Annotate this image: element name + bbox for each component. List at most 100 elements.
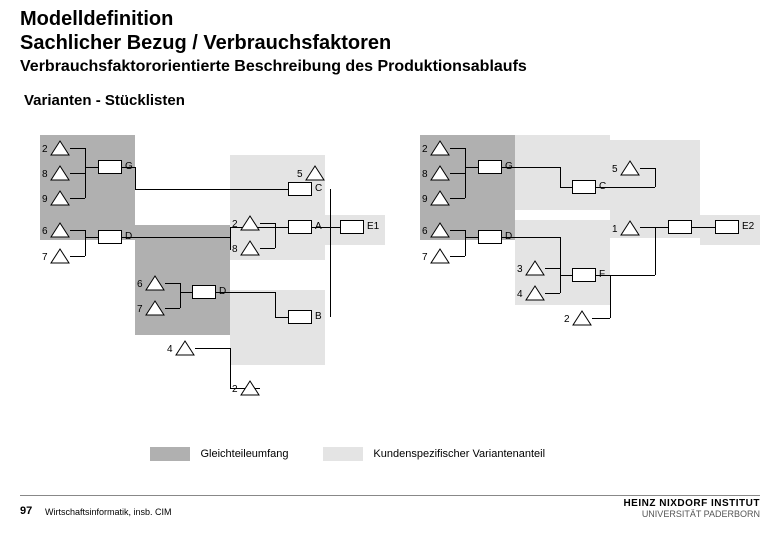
connector-line xyxy=(655,227,668,228)
bg-region xyxy=(515,135,610,210)
rect-label: E2 xyxy=(742,221,754,232)
connector-line xyxy=(70,230,85,231)
triangle-label: 6 xyxy=(422,226,428,237)
triangle-node xyxy=(620,220,640,241)
legend: Gleichteileumfang Kundenspezifischer Var… xyxy=(150,445,650,465)
connector-line xyxy=(450,148,465,149)
triangle-node xyxy=(430,248,450,269)
triangle-label: 7 xyxy=(137,304,143,315)
triangle-node xyxy=(572,310,592,331)
connector-line xyxy=(122,237,230,238)
connector-line xyxy=(230,227,231,250)
connector-line xyxy=(545,268,560,269)
connector-line xyxy=(640,227,655,228)
connector-line xyxy=(260,223,275,224)
triangle-label: 9 xyxy=(422,194,428,205)
triangle-label: 8 xyxy=(422,169,428,180)
triangle-node xyxy=(525,260,545,281)
connector-line xyxy=(195,348,230,349)
rect-node xyxy=(192,285,216,299)
rect-label: D xyxy=(505,231,512,242)
connector-line xyxy=(275,227,288,228)
triangle-label: 4 xyxy=(167,344,173,355)
bg-region xyxy=(230,290,325,365)
triangle-label: 8 xyxy=(232,244,238,255)
triangle-node xyxy=(50,248,70,269)
triangle-label: 6 xyxy=(42,226,48,237)
connector-line xyxy=(450,230,465,231)
connector-line xyxy=(85,237,98,238)
connector-line xyxy=(165,283,180,284)
connector-line xyxy=(592,318,610,319)
triangle-label: 8 xyxy=(42,169,48,180)
connector-line xyxy=(560,187,572,188)
rect-node xyxy=(288,310,312,324)
connector-line xyxy=(85,148,86,198)
triangle-label: 1 xyxy=(612,224,618,235)
title-line2: Sachlicher Bezug / Verbrauchsfaktoren xyxy=(20,32,391,55)
triangle-label: 3 xyxy=(517,264,523,275)
triangle-label: 5 xyxy=(612,164,618,175)
triangle-label: 7 xyxy=(42,252,48,263)
institute-line1: HEINZ NIXDORF INSTITUT xyxy=(623,498,760,509)
triangle-node xyxy=(240,240,260,261)
legend-label-1: Gleichteileumfang xyxy=(200,448,288,460)
triangle-node xyxy=(175,340,195,361)
rect-node xyxy=(572,268,596,282)
rect-node xyxy=(98,160,122,174)
connector-line xyxy=(165,308,180,309)
triangle-node xyxy=(145,300,165,321)
connector-line xyxy=(70,256,85,257)
triangle-node xyxy=(50,190,70,211)
rect-label: A xyxy=(315,221,322,232)
triangle-label: 4 xyxy=(517,289,523,300)
footer-text: Wirtschaftsinformatik, insb. CIM xyxy=(45,507,172,517)
rect-node xyxy=(715,220,739,234)
triangle-label: 5 xyxy=(297,169,303,180)
rect-node xyxy=(572,180,596,194)
triangle-label: 6 xyxy=(137,279,143,290)
legend-swatch-2 xyxy=(323,447,363,461)
legend-swatch-1 xyxy=(150,447,190,461)
connector-line xyxy=(465,230,466,256)
connector-line xyxy=(465,148,466,198)
rect-label: D xyxy=(125,231,132,242)
connector-line xyxy=(330,227,340,228)
connector-line xyxy=(230,348,231,388)
connector-line xyxy=(135,189,288,190)
connector-line xyxy=(450,256,465,257)
title-line1: Modelldefinition xyxy=(20,8,173,31)
triangle-node xyxy=(525,285,545,306)
connector-line xyxy=(692,227,715,228)
connector-line xyxy=(560,268,561,293)
rect-node xyxy=(478,160,502,174)
triangle-label: 7 xyxy=(422,252,428,263)
triangle-node xyxy=(145,275,165,296)
connector-line xyxy=(180,292,192,293)
rect-node xyxy=(478,230,502,244)
connector-line xyxy=(655,168,656,187)
rect-node xyxy=(288,182,312,196)
page-number: 97 xyxy=(20,505,32,517)
rect-label: D xyxy=(219,286,226,297)
connector-line xyxy=(545,293,560,294)
connector-line xyxy=(275,292,276,317)
triangle-node xyxy=(430,140,450,161)
institute-logo: HEINZ NIXDORF INSTITUT UNIVERSITÄT PADER… xyxy=(623,498,760,519)
rect-label: B xyxy=(315,311,322,322)
triangle-node xyxy=(430,165,450,186)
rect-label: C xyxy=(315,183,322,194)
triangle-node xyxy=(240,380,260,401)
rect-label: G xyxy=(125,161,133,172)
triangle-node xyxy=(430,190,450,211)
connector-line xyxy=(450,173,465,174)
rect-node xyxy=(668,220,692,234)
triangle-node xyxy=(50,140,70,161)
triangle-label: 2 xyxy=(232,219,238,230)
triangle-label: 2 xyxy=(422,144,428,155)
connector-line xyxy=(70,198,85,199)
section-heading: Varianten - Stücklisten xyxy=(24,92,185,109)
rect-label: E1 xyxy=(367,221,379,232)
connector-line xyxy=(450,198,465,199)
rect-label: C xyxy=(599,181,606,192)
